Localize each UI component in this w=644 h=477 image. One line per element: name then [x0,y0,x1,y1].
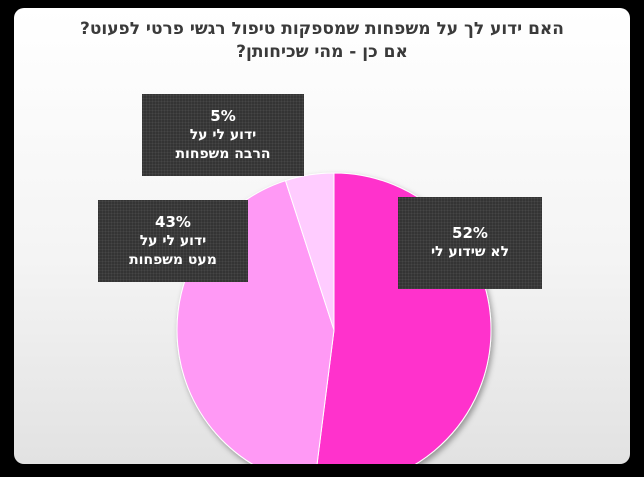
data-label-few-families: 43% ידוע לי על מעט משפחות [98,200,248,282]
data-label-text: ידוע לי על [139,232,207,249]
data-label-text: הרבה משפחות [175,145,271,162]
data-label-value: 43% [155,212,191,231]
pie-slice-many-families [284,172,335,331]
data-label-value: 52% [452,224,488,242]
chart-frame: האם ידוע לך על משפחות שמספקות טיפול רגשי… [14,8,630,464]
data-label-many-families: 5% ידוע לי על הרבה משפחות [142,94,304,176]
data-label-text: מעט משפחות [129,251,217,268]
data-label-text: ידוע לי על [189,126,257,143]
chart-title-line-1: האם ידוע לך על משפחות שמספקות טיפול רגשי… [79,19,564,39]
data-label-value: 5% [210,106,236,125]
chart-title: האם ידוע לך על משפחות שמספקות טיפול רגשי… [14,18,630,64]
chart-title-line-2: אם כן - מהי שכיחותן? [236,42,408,62]
data-label-not-known: 52% לא שידוע לי [398,197,542,289]
data-label-text: לא שידוע לי [430,244,510,260]
